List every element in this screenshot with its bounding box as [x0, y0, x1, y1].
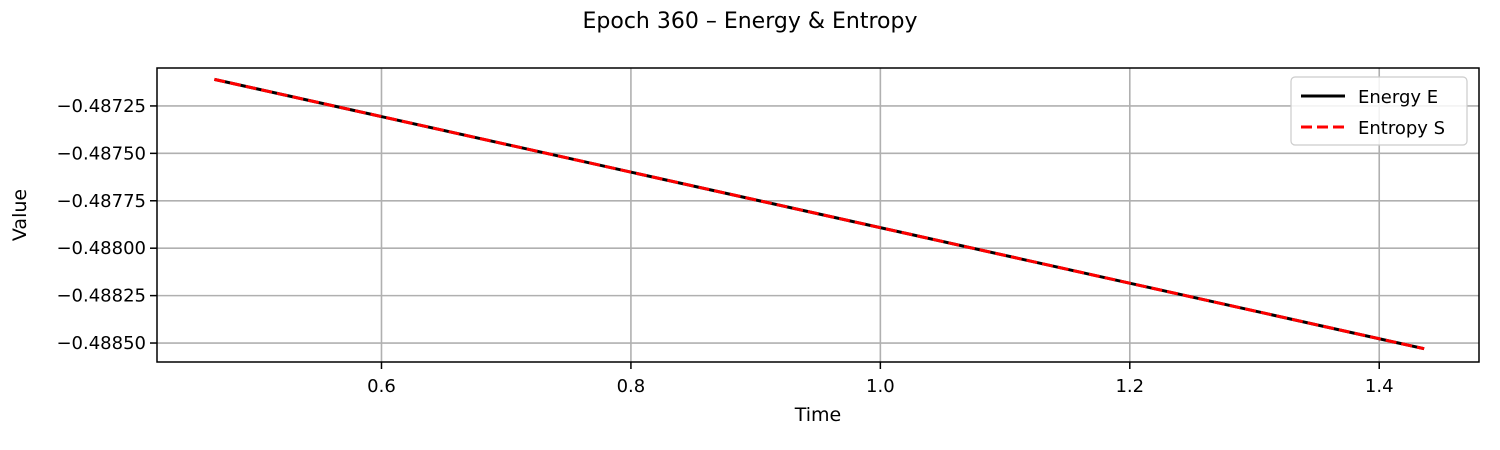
plot-area-frame: [156, 67, 1480, 363]
y-tick-label: −0.48775: [56, 191, 146, 212]
legend-label-energy: Energy E: [1358, 87, 1438, 108]
y-tick-label: −0.48800: [56, 238, 146, 259]
chart-title: Epoch 360 – Energy & Entropy: [583, 9, 918, 34]
y-axis-label: Value: [9, 189, 31, 241]
y-tick-label: −0.48725: [56, 96, 146, 117]
y-tick-label: −0.48750: [56, 143, 146, 164]
x-axis-label: Time: [794, 404, 842, 426]
grid: [157, 68, 1479, 362]
legend-label-entropy: Entropy S: [1358, 118, 1445, 139]
y-axis-ticks: −0.48725 −0.48750 −0.48775 −0.48800 −0.48825…: [56, 96, 157, 354]
x-tick-label: 0.8: [617, 376, 646, 397]
x-tick-label: 1.0: [866, 376, 895, 397]
y-tick-label: −0.48825: [56, 286, 146, 307]
x-axis-ticks: 0.6 0.8 1.0 1.2 1.4: [367, 362, 1394, 397]
x-tick-label: 1.2: [1115, 376, 1144, 397]
x-tick-label: 1.4: [1365, 376, 1394, 397]
series-line-entropy: [214, 77, 1425, 351]
series-lines: [214, 77, 1425, 351]
legend: Energy E Entropy S: [1290, 76, 1468, 146]
y-tick-label: −0.48850: [56, 333, 146, 354]
x-tick-label: 0.6: [367, 376, 396, 397]
